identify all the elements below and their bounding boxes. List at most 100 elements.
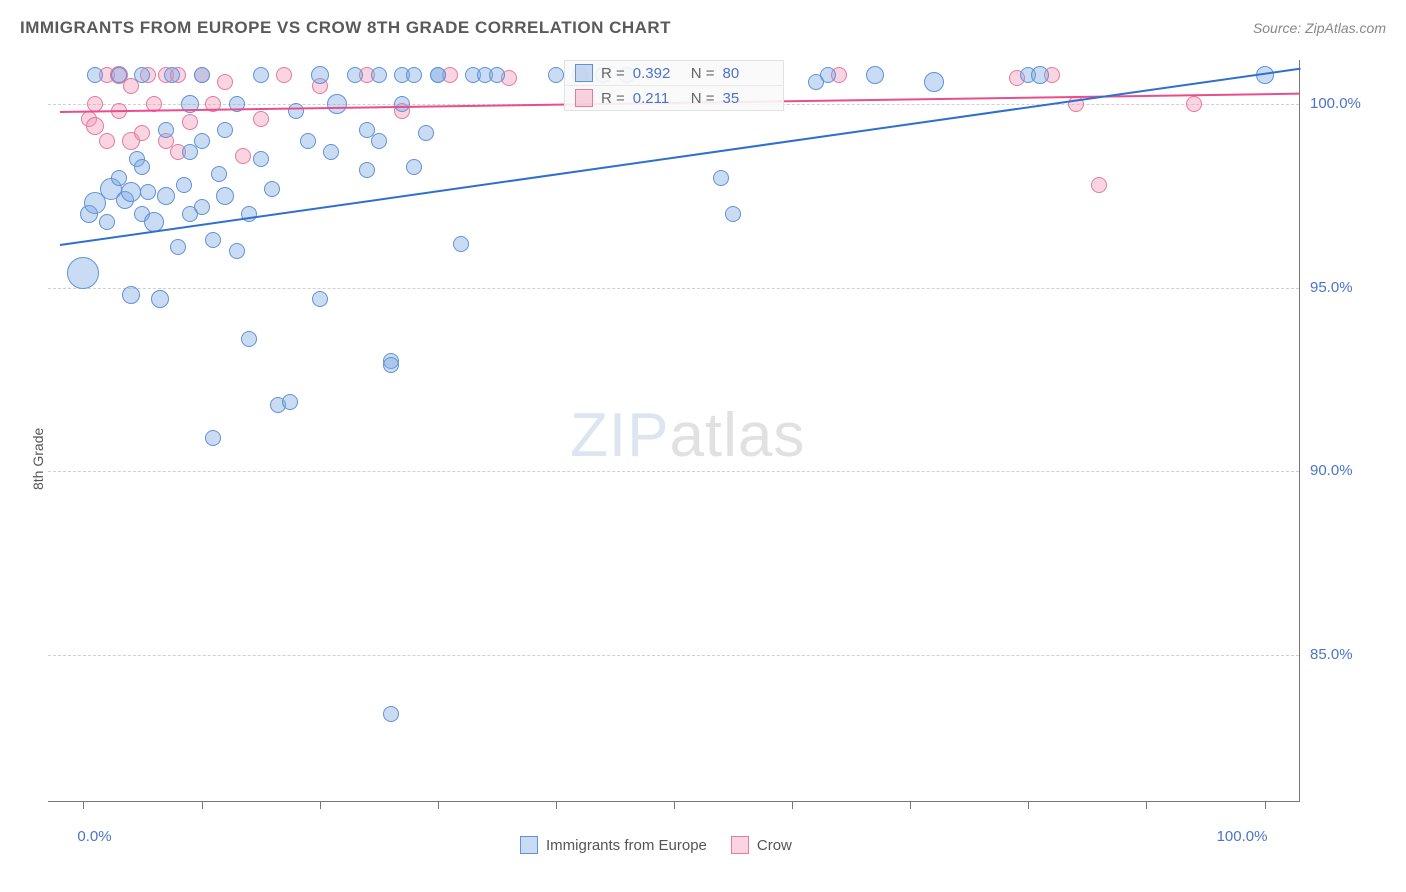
scatter-point-blue xyxy=(327,94,347,114)
x-tick xyxy=(556,801,557,809)
scatter-point-blue xyxy=(164,67,180,83)
source-attribution: Source: ZipAtlas.com xyxy=(1253,20,1386,36)
scatter-point-blue xyxy=(406,67,422,83)
scatter-point-pink xyxy=(217,74,233,90)
y-tick-label: 100.0% xyxy=(1310,95,1361,112)
swatch-pink xyxy=(575,89,593,107)
scatter-point-pink xyxy=(134,125,150,141)
legend-item-blue: Immigrants from Europe xyxy=(520,836,707,854)
scatter-point-blue xyxy=(134,67,150,83)
scatter-point-blue xyxy=(430,67,446,83)
scatter-point-blue xyxy=(205,232,221,248)
scatter-point-blue xyxy=(253,151,269,167)
scatter-point-pink xyxy=(276,67,292,83)
scatter-point-blue xyxy=(194,133,210,149)
scatter-point-blue xyxy=(300,133,316,149)
scatter-point-blue xyxy=(158,122,174,138)
scatter-point-blue xyxy=(924,72,944,92)
gridline xyxy=(48,288,1299,289)
scatter-point-blue xyxy=(229,243,245,259)
scatter-point-blue xyxy=(725,206,741,222)
swatch-blue xyxy=(575,64,593,82)
series-legend: Immigrants from Europe Crow xyxy=(520,836,792,854)
x-tick xyxy=(910,801,911,809)
scatter-point-blue xyxy=(87,67,103,83)
scatter-point-blue xyxy=(134,159,150,175)
scatter-point-blue xyxy=(453,236,469,252)
scatter-point-blue xyxy=(1031,66,1049,84)
x-tick xyxy=(83,801,84,809)
r-label: R = xyxy=(601,65,625,82)
x-tick xyxy=(1028,801,1029,809)
scatter-point-blue xyxy=(347,67,363,83)
x-tick xyxy=(320,801,321,809)
scatter-point-blue xyxy=(359,162,375,178)
scatter-point-blue xyxy=(383,706,399,722)
scatter-point-pink xyxy=(99,133,115,149)
scatter-plot-area xyxy=(48,60,1300,802)
gridline xyxy=(48,471,1299,472)
scatter-point-pink xyxy=(1091,177,1107,193)
n-value-pink: 35 xyxy=(723,90,773,107)
r-label: R = xyxy=(601,90,625,107)
scatter-point-blue xyxy=(312,291,328,307)
scatter-point-pink xyxy=(253,111,269,127)
legend-label-blue: Immigrants from Europe xyxy=(546,837,707,854)
scatter-point-blue xyxy=(157,187,175,205)
y-tick-label: 95.0% xyxy=(1310,279,1353,296)
scatter-point-blue xyxy=(176,177,192,193)
scatter-point-blue xyxy=(394,96,410,112)
swatch-pink xyxy=(731,836,749,854)
scatter-point-blue xyxy=(371,133,387,149)
scatter-point-blue xyxy=(205,430,221,446)
source-prefix: Source: xyxy=(1253,20,1305,36)
scatter-point-blue xyxy=(211,166,227,182)
scatter-point-blue xyxy=(866,66,884,84)
x-tick-label: 100.0% xyxy=(1217,828,1268,845)
scatter-point-blue xyxy=(282,394,298,410)
x-tick-label: 0.0% xyxy=(77,828,111,845)
n-value-blue: 80 xyxy=(723,65,773,82)
y-tick-label: 90.0% xyxy=(1310,462,1353,479)
scatter-point-blue xyxy=(111,67,127,83)
scatter-point-blue xyxy=(713,170,729,186)
scatter-point-pink xyxy=(86,117,104,135)
scatter-point-blue xyxy=(140,184,156,200)
scatter-point-blue xyxy=(371,67,387,83)
scatter-point-blue xyxy=(170,239,186,255)
scatter-point-blue xyxy=(311,66,329,84)
scatter-point-blue xyxy=(67,257,99,289)
x-tick xyxy=(438,801,439,809)
stats-row-pink: R = 0.211 N = 35 xyxy=(565,86,783,110)
scatter-point-pink xyxy=(182,114,198,130)
scatter-point-pink xyxy=(235,148,251,164)
chart-title: IMMIGRANTS FROM EUROPE VS CROW 8TH GRADE… xyxy=(20,18,671,38)
scatter-point-blue xyxy=(548,67,564,83)
scatter-point-blue xyxy=(151,290,169,308)
scatter-point-blue xyxy=(820,67,836,83)
x-tick xyxy=(792,801,793,809)
scatter-point-blue xyxy=(253,67,269,83)
scatter-point-blue xyxy=(121,182,141,202)
scatter-point-blue xyxy=(288,103,304,119)
y-tick-label: 85.0% xyxy=(1310,646,1353,663)
scatter-point-blue xyxy=(122,286,140,304)
scatter-point-blue xyxy=(194,199,210,215)
gridline xyxy=(48,655,1299,656)
x-tick xyxy=(674,801,675,809)
scatter-point-blue xyxy=(241,331,257,347)
scatter-point-blue xyxy=(99,214,115,230)
stats-row-blue: R = 0.392 N = 80 xyxy=(565,61,783,86)
scatter-point-blue xyxy=(489,67,505,83)
scatter-point-blue xyxy=(383,357,399,373)
r-value-blue: 0.392 xyxy=(633,65,683,82)
n-label: N = xyxy=(691,90,715,107)
scatter-point-pink xyxy=(1186,96,1202,112)
scatter-point-blue xyxy=(217,122,233,138)
scatter-point-blue xyxy=(264,181,280,197)
n-label: N = xyxy=(691,65,715,82)
legend-label-pink: Crow xyxy=(757,837,792,854)
x-tick xyxy=(1146,801,1147,809)
scatter-point-blue xyxy=(406,159,422,175)
legend-item-pink: Crow xyxy=(731,836,792,854)
